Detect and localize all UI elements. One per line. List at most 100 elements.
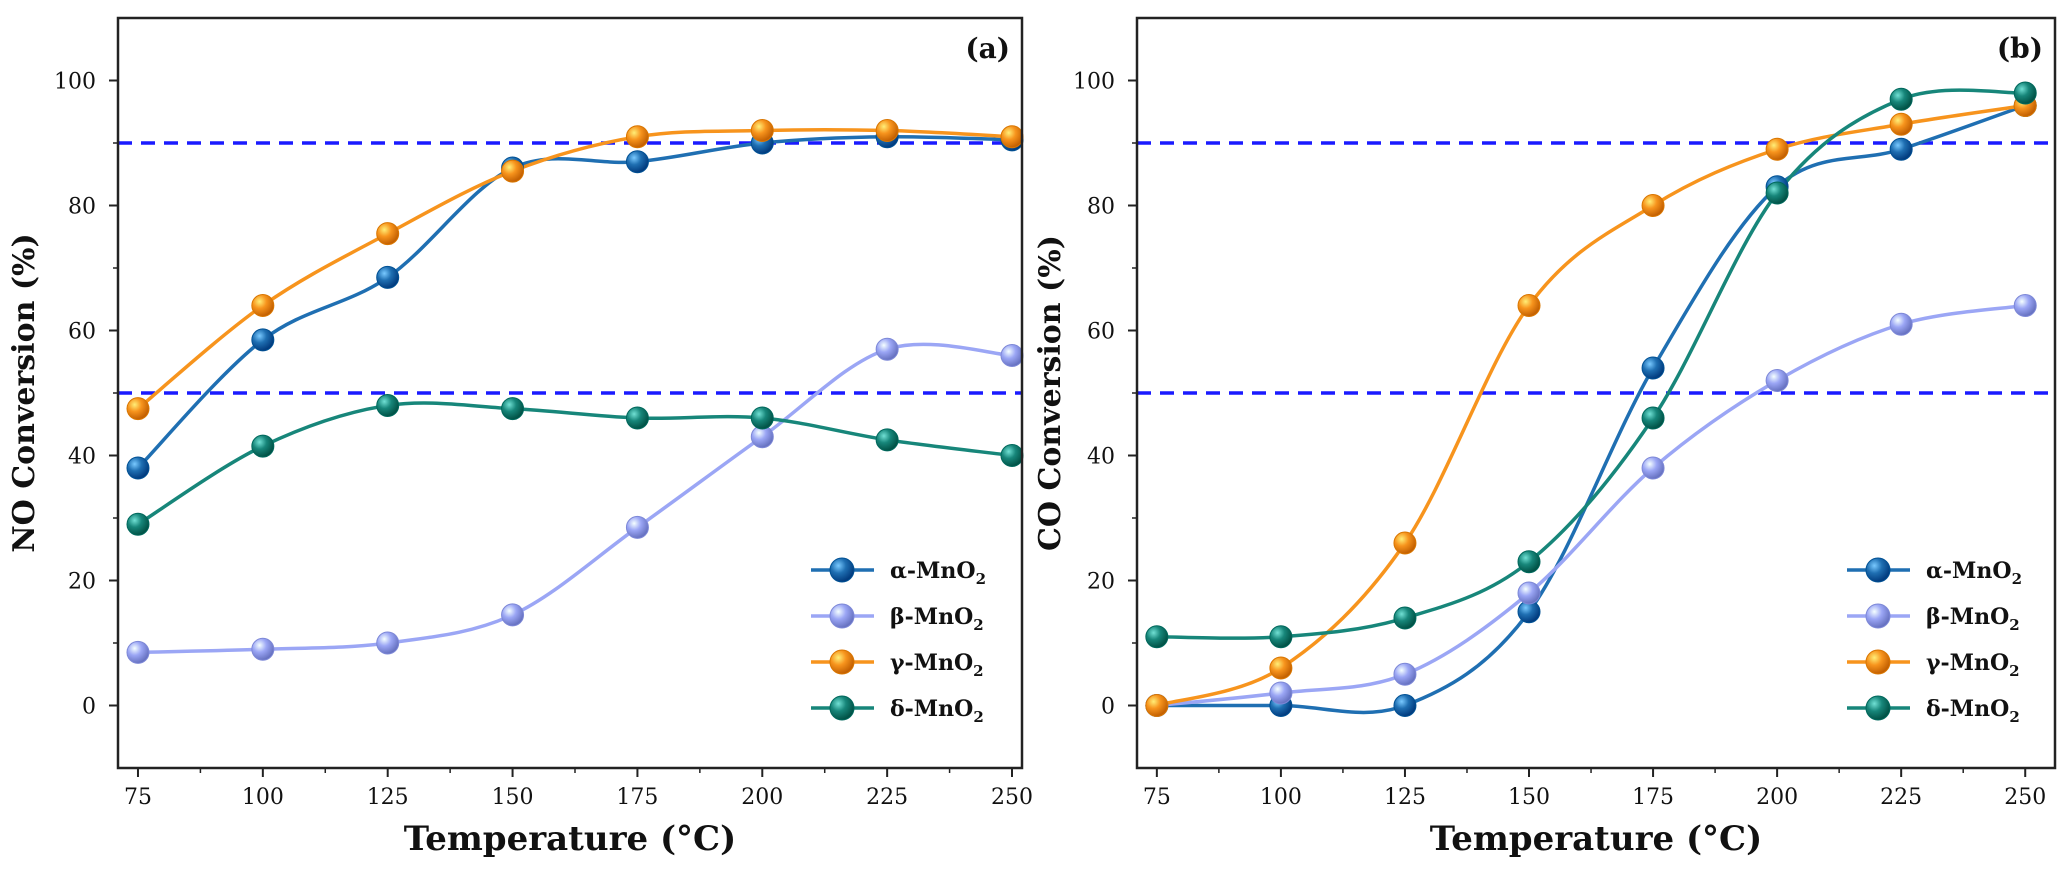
data-point-2-2 [376,222,400,246]
data-point-1-2 [1393,662,1417,686]
data-point-3-4 [625,406,649,430]
data-point-0-4 [625,150,649,174]
data-point-2-6 [875,119,899,142]
legend-name: δ-MnO [1926,696,2009,722]
panel-b: 75 100 125 150 175 200 225 250 0 20 40 60 80 100 Tempe… [1033,16,2057,859]
series-line-0 [1156,103,2026,715]
data-point-2-1 [251,294,275,317]
legend-label-1: β-MnO2 [890,604,984,634]
x-tick-label: 100 [242,785,284,810]
series-line-1 [137,342,1013,655]
x-tick-label: 175 [616,785,658,810]
legend-label-2: γ-MnO2 [890,650,984,680]
legend-label-3: δ-MnO2 [890,696,984,726]
data-point-2-2 [1393,531,1417,555]
data-point-3-0 [1145,625,1169,649]
legend-marker-1 [1865,603,1891,629]
legend-label-2: γ-MnO2 [1926,650,2020,680]
x-tick-label: 125 [1384,785,1426,810]
y-tick-label: 100 [54,70,96,95]
data-point-0-4 [1641,356,1665,380]
legend-marker-3 [829,695,855,721]
panel-a: 75 100 125 150 175 200 225 250 0 20 40 60 80 100 Tempe… [7,16,1033,859]
data-point-1-7 [1000,344,1024,367]
series-line-2 [136,127,1013,410]
data-point-1-1 [251,637,275,661]
data-point-3-4 [1641,406,1665,430]
y-tick-label: 0 [1101,695,1115,720]
data-point-1-2 [376,631,400,655]
x-tick-label: 225 [1880,785,1922,810]
data-point-1-1 [1269,681,1293,705]
y-tick-label: 80 [1087,195,1115,220]
legend-marker-2 [1865,649,1891,675]
x-tick-label: 100 [1260,785,1302,810]
data-point-3-5 [1765,181,1789,205]
data-point-3-6 [875,428,899,452]
legend-marker-0 [829,557,855,583]
data-point-3-6 [1889,87,1913,111]
data-point-3-5 [750,406,774,430]
data-point-1-3 [1517,581,1541,605]
x-tick-label: 200 [1756,785,1798,810]
data-point-2-5 [750,119,774,142]
y-tick-label: 40 [1087,445,1115,470]
legend-name: β-MnO [890,604,973,630]
x-tick-label: 125 [367,785,409,810]
data-point-0-2 [376,265,400,289]
legend-subscript: 2 [973,708,983,726]
y-tick-label: 0 [82,695,96,720]
y-tick-label: 60 [68,320,96,345]
legend-subscript: 2 [2009,662,2019,680]
legend-marker-1 [829,603,855,629]
legend-name: γ-MnO [890,650,973,676]
data-point-3-2 [376,394,400,417]
series-line-3 [1156,88,2026,640]
data-point-0-6 [1889,137,1913,161]
x-tick-label: 250 [2004,785,2046,810]
data-point-1-6 [875,337,899,361]
data-point-2-0 [126,397,150,421]
series-line-3 [137,401,1013,526]
y-tick-label: 60 [1087,320,1115,345]
x-tick-label: 150 [492,785,534,810]
legend-label-3: δ-MnO2 [1926,696,2020,726]
data-point-3-1 [251,434,275,458]
data-point-1-4 [625,515,649,539]
y-tick-label: 20 [68,570,96,595]
legend-name: δ-MnO [890,696,973,722]
y-tick-label: 40 [68,445,96,470]
data-point-2-3 [1517,294,1541,317]
panel-label: (a) [965,32,1010,65]
legend-name: α-MnO [1926,558,2012,584]
data-point-2-4 [1641,194,1665,217]
legend-marker-0 [1865,557,1891,583]
data-point-0-1 [251,328,275,352]
data-point-2-6 [1889,112,1913,136]
data-point-3-7 [2013,81,2037,105]
x-tick-label: 75 [1143,785,1171,810]
data-point-2-3 [501,159,525,183]
legend-label-1: β-MnO2 [1926,604,2020,634]
legend-subscript: 2 [973,662,983,680]
series-line-2 [1156,103,2026,708]
legend-subscript: 2 [2009,616,2019,634]
data-point-2-0 [1145,694,1169,717]
x-tick-label: 200 [741,785,783,810]
plot-frame [1135,16,2057,770]
panel-label: (b) [1997,32,2043,65]
legend-label-0: α-MnO2 [890,558,986,588]
legend-subscript: 2 [2009,708,2019,726]
x-tick-label: 75 [124,785,152,810]
legend-name: γ-MnO [1926,650,2009,676]
legend-name: β-MnO [1926,604,2009,630]
legend-subscript: 2 [973,616,983,634]
data-point-3-0 [126,512,150,536]
data-point-0-0 [126,456,150,480]
data-point-3-1 [1269,625,1293,649]
legend-name: α-MnO [890,558,976,584]
y-axis-title: CO Conversion (%) [1033,235,1068,551]
